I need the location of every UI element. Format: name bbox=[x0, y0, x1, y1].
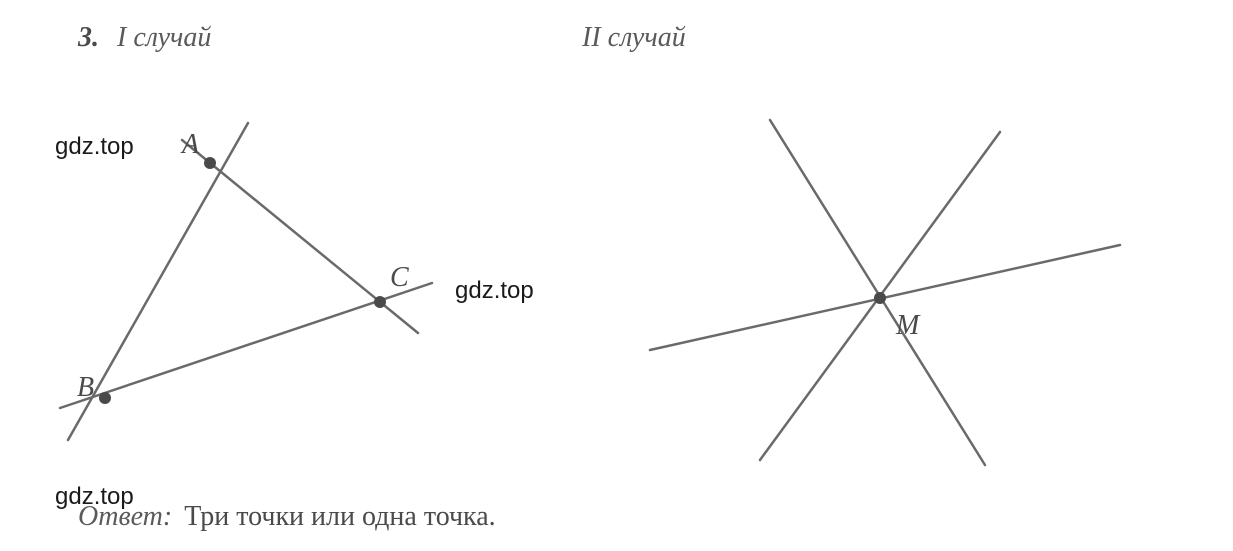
point-label-c: C bbox=[390, 262, 409, 293]
point-label-m: M bbox=[895, 310, 921, 341]
diagram-1: A B C bbox=[60, 123, 432, 440]
answer-row: Ответ: Три точки или одна точка. bbox=[78, 501, 496, 533]
point-label-a: A bbox=[180, 129, 200, 160]
diagrams-canvas: A B C M bbox=[0, 0, 1233, 551]
diagram-2: M bbox=[650, 120, 1120, 465]
point-m bbox=[874, 292, 886, 304]
answer-text: Три точки или одна точка. bbox=[184, 501, 495, 532]
answer-label: Ответ: bbox=[78, 501, 172, 532]
point-label-b: B bbox=[77, 372, 94, 403]
point-b bbox=[99, 392, 111, 404]
point-a bbox=[204, 157, 216, 169]
diagram-line bbox=[770, 120, 985, 465]
point-c bbox=[374, 296, 386, 308]
